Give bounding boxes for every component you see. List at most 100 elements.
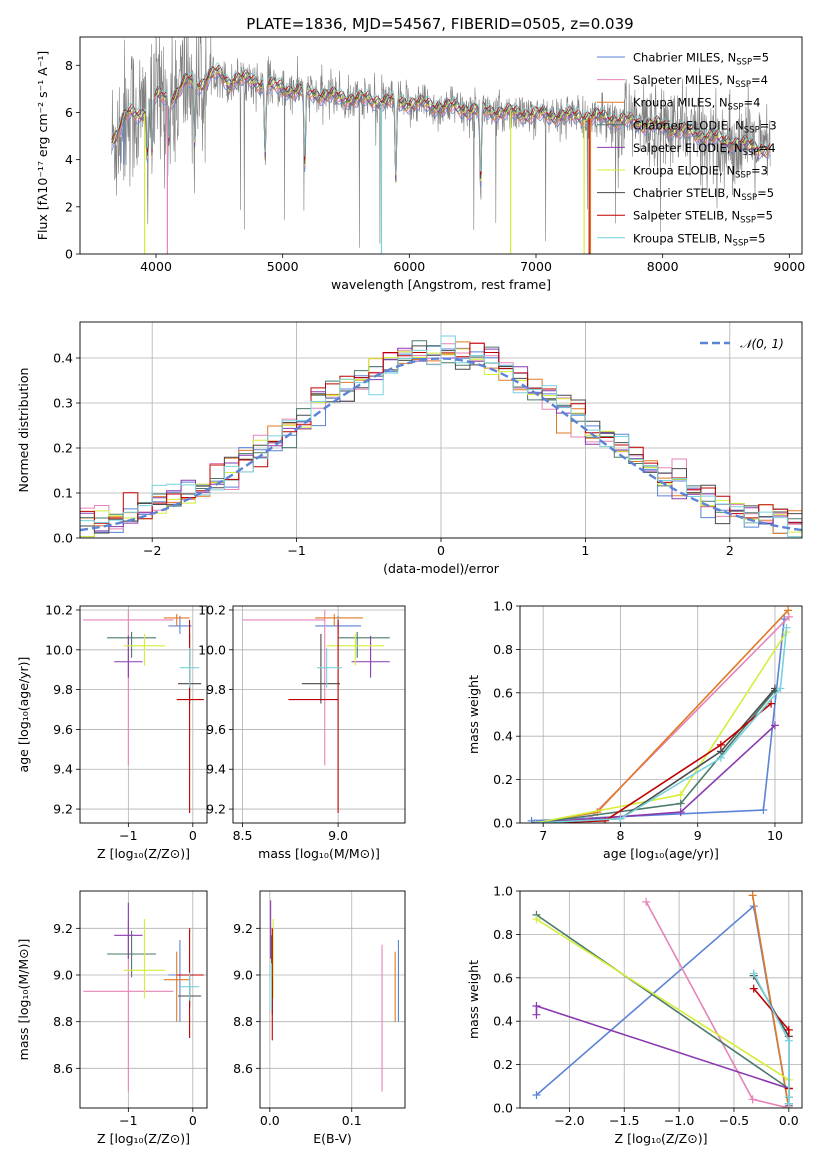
errorbar-salpeter-miles [242,609,326,766]
legend-subscript: SSP [736,58,752,68]
x-tick-label: 9000 [773,259,805,274]
x-tick-label: 7000 [520,259,552,274]
plus-marker [748,1095,757,1104]
y-tick-label: 0.8 [493,642,513,657]
gaussian-curve [80,357,802,532]
errorbar-kroupa-miles [315,613,363,626]
legend-label: Kroupa ELODIE, NSSP=3 [633,164,768,181]
x-tick-label: 7 [539,828,547,843]
series-line [535,702,772,823]
y-tick-label: 0.0 [53,531,73,546]
plus-marker [527,816,536,823]
figure-title: PLATE=1836, MJD=54567, FIBERID=0505, z=0… [246,15,633,33]
axes-frame [79,890,208,1109]
plot-area [233,606,405,823]
x-tick-label: 9.0 [328,828,348,843]
errorbar-kroupa-miles [163,951,190,1022]
y-axis-label: Flux [fλ10⁻¹⁷ erg cm⁻² s⁻¹ A⁻¹] [35,51,50,240]
y-tick-label: 9.0 [53,968,73,983]
legend-subscript: SSP [735,171,751,181]
y-tick-label: 0.2 [53,441,73,456]
y-tick-label: 0 [65,247,73,262]
panel-age-vs-Z: −1 0 9.2 9.4 9.6 9.8 10.0 10.2 Z [log₁₀(Z/Z⊙)] ag… [16,602,208,861]
legend-count: =5 [756,209,773,223]
x-tick-label: 4000 [140,259,172,274]
x-tick-label: −2.0 [554,1113,584,1128]
legend-label: Chabrier MILES, NSSP=5 [633,51,769,68]
series-line [535,904,790,1108]
y-tick-label: 10.2 [198,602,226,617]
axes-frame [79,605,208,824]
x-tick-label: 0 [189,828,197,843]
legend-label: Chabrier STELIB, NSSP=5 [633,186,774,203]
model-spectrum-kroupa-miles [111,70,770,183]
plus-marker [759,805,768,814]
y-axis-label: mass weight [466,675,481,754]
y-tick-label: 10.0 [198,642,226,657]
plot-area [111,37,771,254]
panel-age-vs-mass: 8.5 9.0 9.2 9.4 9.6 9.8 10.0 10.2 mass [log₁₀(M/… [198,602,406,861]
plus-marker [531,819,540,823]
x-tick-label: −1 [119,828,137,843]
hist-kroupa-stelib [80,335,802,538]
plus-marker [600,816,609,823]
y-tick-label: 0.0 [493,816,513,831]
axes-frame [519,890,803,1109]
series-line [535,687,776,823]
errorbar-salpeter-miles [83,609,174,766]
plus-marker [532,1090,541,1099]
legend-label: 𝒩(0, 1) [740,337,784,351]
plus-marker [676,808,685,817]
x-tick-label: −1.5 [609,1113,639,1128]
plus-marker [676,799,685,808]
errorbar-salpeter-stelib [288,619,339,814]
y-tick-label: 8.8 [233,1014,253,1029]
x-tick-label: 6000 [393,259,425,274]
x-axis-label: mass [log₁₀(M/M⊙)] [258,846,380,861]
errorbar-kroupa-miles [163,613,190,626]
plus-marker [676,790,685,799]
plus-marker [749,969,758,978]
axes-frame [232,605,406,824]
y-tick-label: 8.6 [233,1061,253,1076]
legend-count: =4 [759,141,776,155]
legend-spectrum: Chabrier MILES, NSSP=5 Salpeter MILES, NS… [597,51,777,248]
model-spectrum-chabrier-elodie [111,68,771,183]
weight-line-kroupa-elodie [531,628,791,823]
y-tick-label: 9.4 [53,762,73,777]
y-tick-label: 1.0 [493,599,513,614]
legend-count: =3 [751,164,768,178]
plus-marker [784,606,793,615]
legend-count: =3 [760,118,777,132]
errorbar-kroupa-stelib [179,972,200,1001]
plus-marker [784,1025,793,1034]
x-tick-label: 9 [694,828,702,843]
errorbar-chabrier-elodie [338,631,390,658]
y-tick-label: 0.4 [493,729,513,744]
panel-mass-vs-Z: −1 0 8.6 8.8 9.0 9.2 Z [log₁₀(Z/Z⊙)] mass [log₁… [16,890,208,1146]
legend-subscript: SSP [743,148,759,158]
legend-subscript: SSP [733,238,749,248]
x-tick-label: 8000 [647,259,679,274]
plus-marker [532,1010,541,1019]
y-tick-label: 9.2 [53,802,73,817]
y-tick-label: 10.2 [45,602,73,617]
y-tick-label: 1.0 [493,884,513,899]
plus-marker [748,891,757,900]
errorbar-salpeter-elodie [114,902,143,959]
plus-marker [616,814,625,823]
legend-count: =5 [752,51,769,65]
plus-marker [776,684,785,693]
axes-frame [79,36,803,255]
legend-count: =5 [757,186,774,200]
legend-residuals: 𝒩(0, 1) [700,337,784,351]
plus-marker [642,897,651,906]
legend-label: Salpeter STELIB, NSSP=5 [633,209,773,226]
x-tick-label: −1 [119,1113,137,1128]
y-tick-label: 0.2 [493,1057,513,1072]
weight-line-salpeter-elodie [532,1002,793,1108]
plot-area [520,891,802,1108]
weight-line-kroupa-stelib [531,623,791,823]
x-tick-label: 1 [581,543,589,558]
errorbar-chabrier-elodie [107,631,157,658]
